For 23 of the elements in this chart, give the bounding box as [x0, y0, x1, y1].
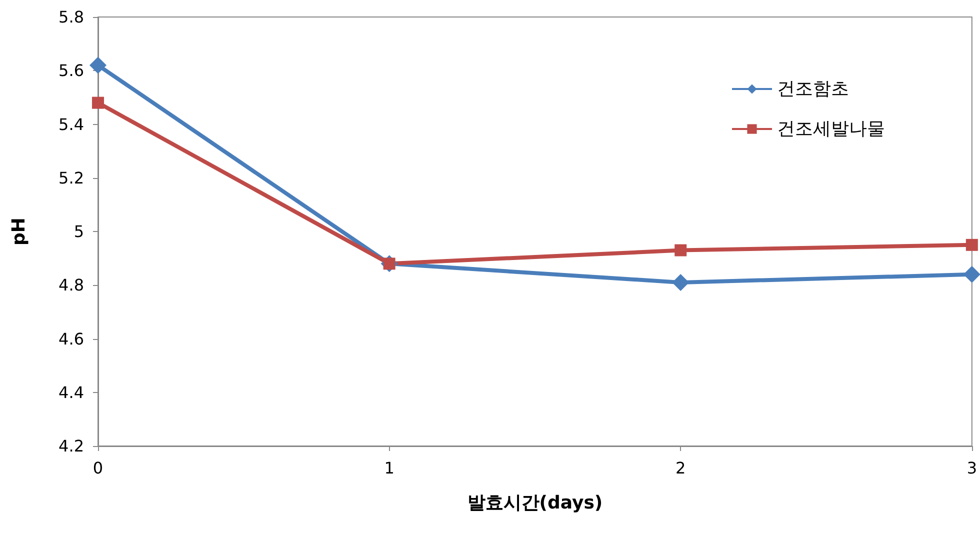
legend-label: 건조함초 [777, 78, 849, 100]
y-tick-label: 5.8 [58, 8, 84, 26]
y-tick-label: 5.4 [58, 114, 84, 134]
x-axis-title: 발효시간(days) [467, 492, 603, 514]
y-tick-label: 4.4 [58, 382, 84, 402]
y-tick-label: 4.6 [58, 329, 84, 348]
x-tick-label: 1 [384, 458, 394, 478]
y-tick-label: 4.8 [58, 276, 84, 295]
point [92, 96, 104, 109]
point [966, 238, 978, 251]
point [672, 274, 690, 291]
x-tick-label: 2 [676, 458, 686, 478]
y-tick-label: 4.2 [58, 436, 84, 456]
point [674, 244, 687, 256]
x-tick-label: 0 [92, 458, 104, 478]
point [963, 266, 980, 283]
legend-label: 건조세발나물 [777, 118, 885, 140]
x-tick-label: 3 [966, 458, 978, 478]
y-tick-label: 5 [74, 222, 84, 241]
point [90, 56, 106, 74]
y-tick-label: 5.2 [58, 168, 84, 188]
y-tick-label: 5.6 [58, 61, 84, 80]
y-axis-title: pH [8, 218, 30, 246]
